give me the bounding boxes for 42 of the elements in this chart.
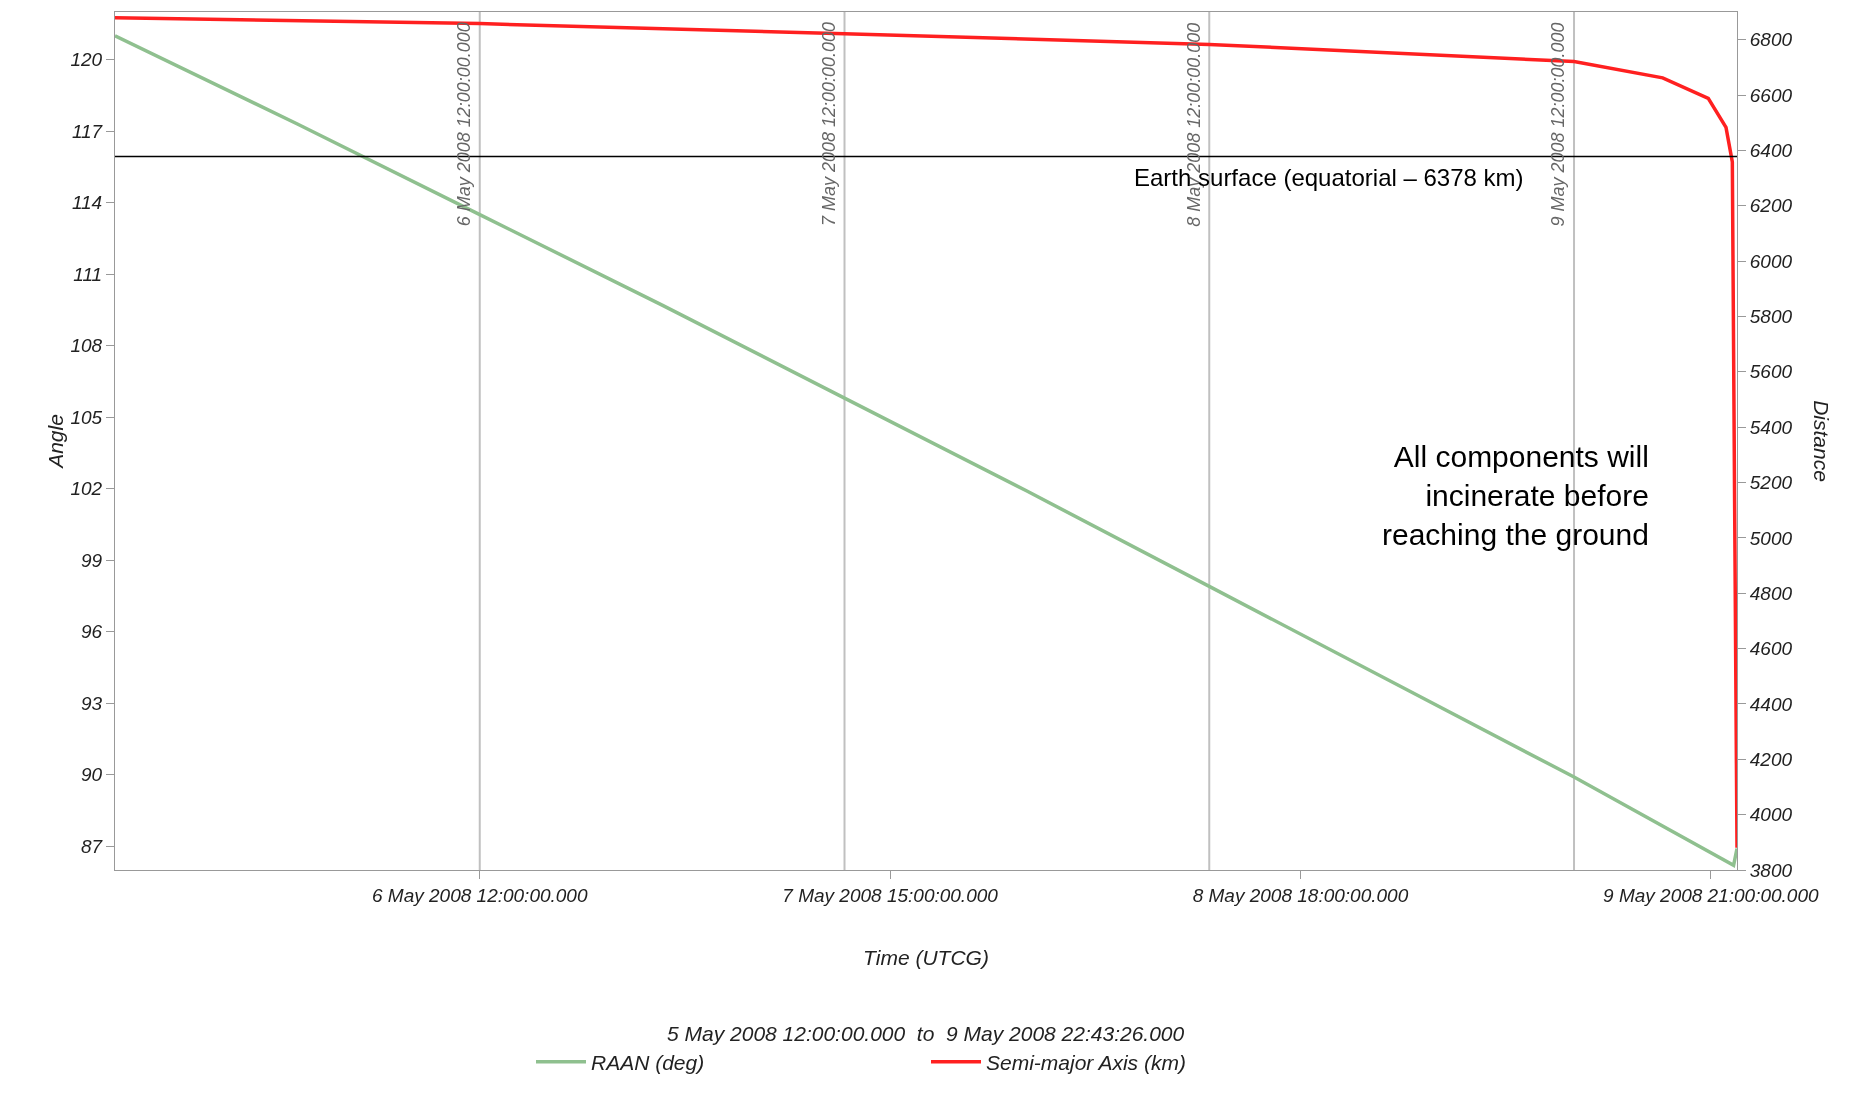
y-tick-label: 87	[81, 835, 104, 857]
y2-axis-title: Distance	[1809, 400, 1833, 482]
ref-line-label: 6 May 2008 12:00:00.000	[454, 22, 475, 227]
y2-tick-label: 5800	[1749, 306, 1793, 328]
ref-line-label: 7 May 2008 12:00:00.000	[818, 21, 839, 227]
y2-tick-label: 5400	[1749, 416, 1793, 438]
y2-tick-label: 4000	[1749, 804, 1793, 826]
y2-tick-label: 5200	[1749, 472, 1793, 494]
y-tick-label: 120	[70, 49, 103, 71]
y2-tick-label: 5000	[1749, 527, 1793, 549]
y-tick-label: 105	[70, 406, 103, 428]
legend-label: RAAN (deg)	[591, 1050, 705, 1074]
y-tick-label: 93	[81, 692, 103, 714]
x-tick-label: 8 May 2008 18:00:00.000	[1192, 884, 1409, 906]
x-axis-title: Time (UTCG)	[863, 946, 989, 969]
y2-tick-label: 6200	[1749, 195, 1793, 217]
y2-tick-label: 4800	[1749, 582, 1793, 604]
x-tick-label: 9 May 2008 21:00:00.000	[1603, 884, 1819, 906]
y-tick-label: 99	[81, 549, 103, 571]
y-tick-label: 96	[81, 621, 103, 643]
y2-tick-label: 6400	[1749, 140, 1793, 162]
y-tick-label: 90	[81, 764, 103, 786]
y2-tick-label: 4400	[1749, 693, 1793, 715]
y2-tick-label: 6600	[1749, 84, 1793, 106]
y2-tick-label: 5600	[1749, 361, 1793, 383]
x-tick-label: 6 May 2008 12:00:00.000	[371, 884, 588, 906]
y-axis-title: Angle	[44, 414, 67, 470]
text: 5 May 2008 12:00:00.000 to 9 May 2008 22:43:26.000	[667, 1022, 1185, 1045]
annotation: All components will incinerate before reaching the ground	[1382, 440, 1649, 551]
y2-tick-label: 6800	[1749, 29, 1793, 51]
y-tick-label: 108	[70, 335, 103, 357]
y-tick-label: 111	[73, 263, 103, 285]
y2-tick-label: 6000	[1749, 250, 1793, 272]
y-tick-label: 117	[71, 120, 104, 142]
y-tick-label: 102	[70, 478, 103, 500]
ref-line-label: 9 May 2008 12:00:00.000	[1548, 22, 1569, 227]
y2-tick-label: 4200	[1749, 748, 1793, 770]
legend-label: Semi-major Axis (km)	[986, 1050, 1186, 1074]
x-tick-label: 7 May 2008 15:00:00.000	[782, 884, 999, 906]
y2-tick-label: 3800	[1749, 859, 1793, 881]
y-tick-label: 114	[71, 192, 103, 214]
y2-tick-label: 4600	[1749, 638, 1793, 660]
